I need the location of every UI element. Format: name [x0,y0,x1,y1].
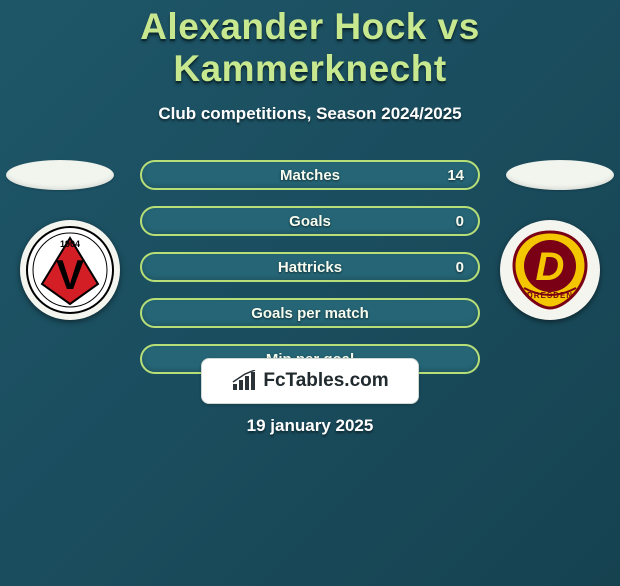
bar-chart-icon [231,370,257,392]
stat-row-goals: Goals 0 [140,206,480,236]
stat-right-value: 0 [456,259,464,276]
stat-row-goals-per-match: Goals per match [140,298,480,328]
right-club-badge: D DRESDEN [500,220,600,320]
svg-text:D: D [536,245,565,289]
date: 19 january 2025 [0,416,620,436]
left-club-badge: V 1904 [20,220,120,320]
brand-watermark[interactable]: FcTables.com [201,358,419,404]
viktoria-koeln-icon: V 1904 [26,226,114,314]
subheading: Club competitions, Season 2024/2025 [0,104,620,124]
brand-text: FcTables.com [263,370,388,392]
stats-list: Matches 14 Goals 0 Hattricks 0 Goals per… [140,160,480,390]
stat-row-matches: Matches 14 [140,160,480,190]
dynamo-dresden-icon: D DRESDEN [506,226,594,314]
stat-label: Goals per match [251,305,369,322]
left-player-oval [6,160,114,190]
stat-row-hattricks: Hattricks 0 [140,252,480,282]
stat-label: Matches [280,167,340,184]
page-title: Alexander Hock vs Kammerknecht [0,6,620,90]
stat-right-value: 0 [456,213,464,230]
svg-text:DRESDEN: DRESDEN [527,291,573,300]
stat-label: Goals [289,213,331,230]
svg-text:V: V [56,251,84,298]
stat-right-value: 14 [447,167,464,184]
right-player-oval [506,160,614,190]
svg-text:1904: 1904 [60,239,80,249]
stat-label: Hattricks [278,259,342,276]
